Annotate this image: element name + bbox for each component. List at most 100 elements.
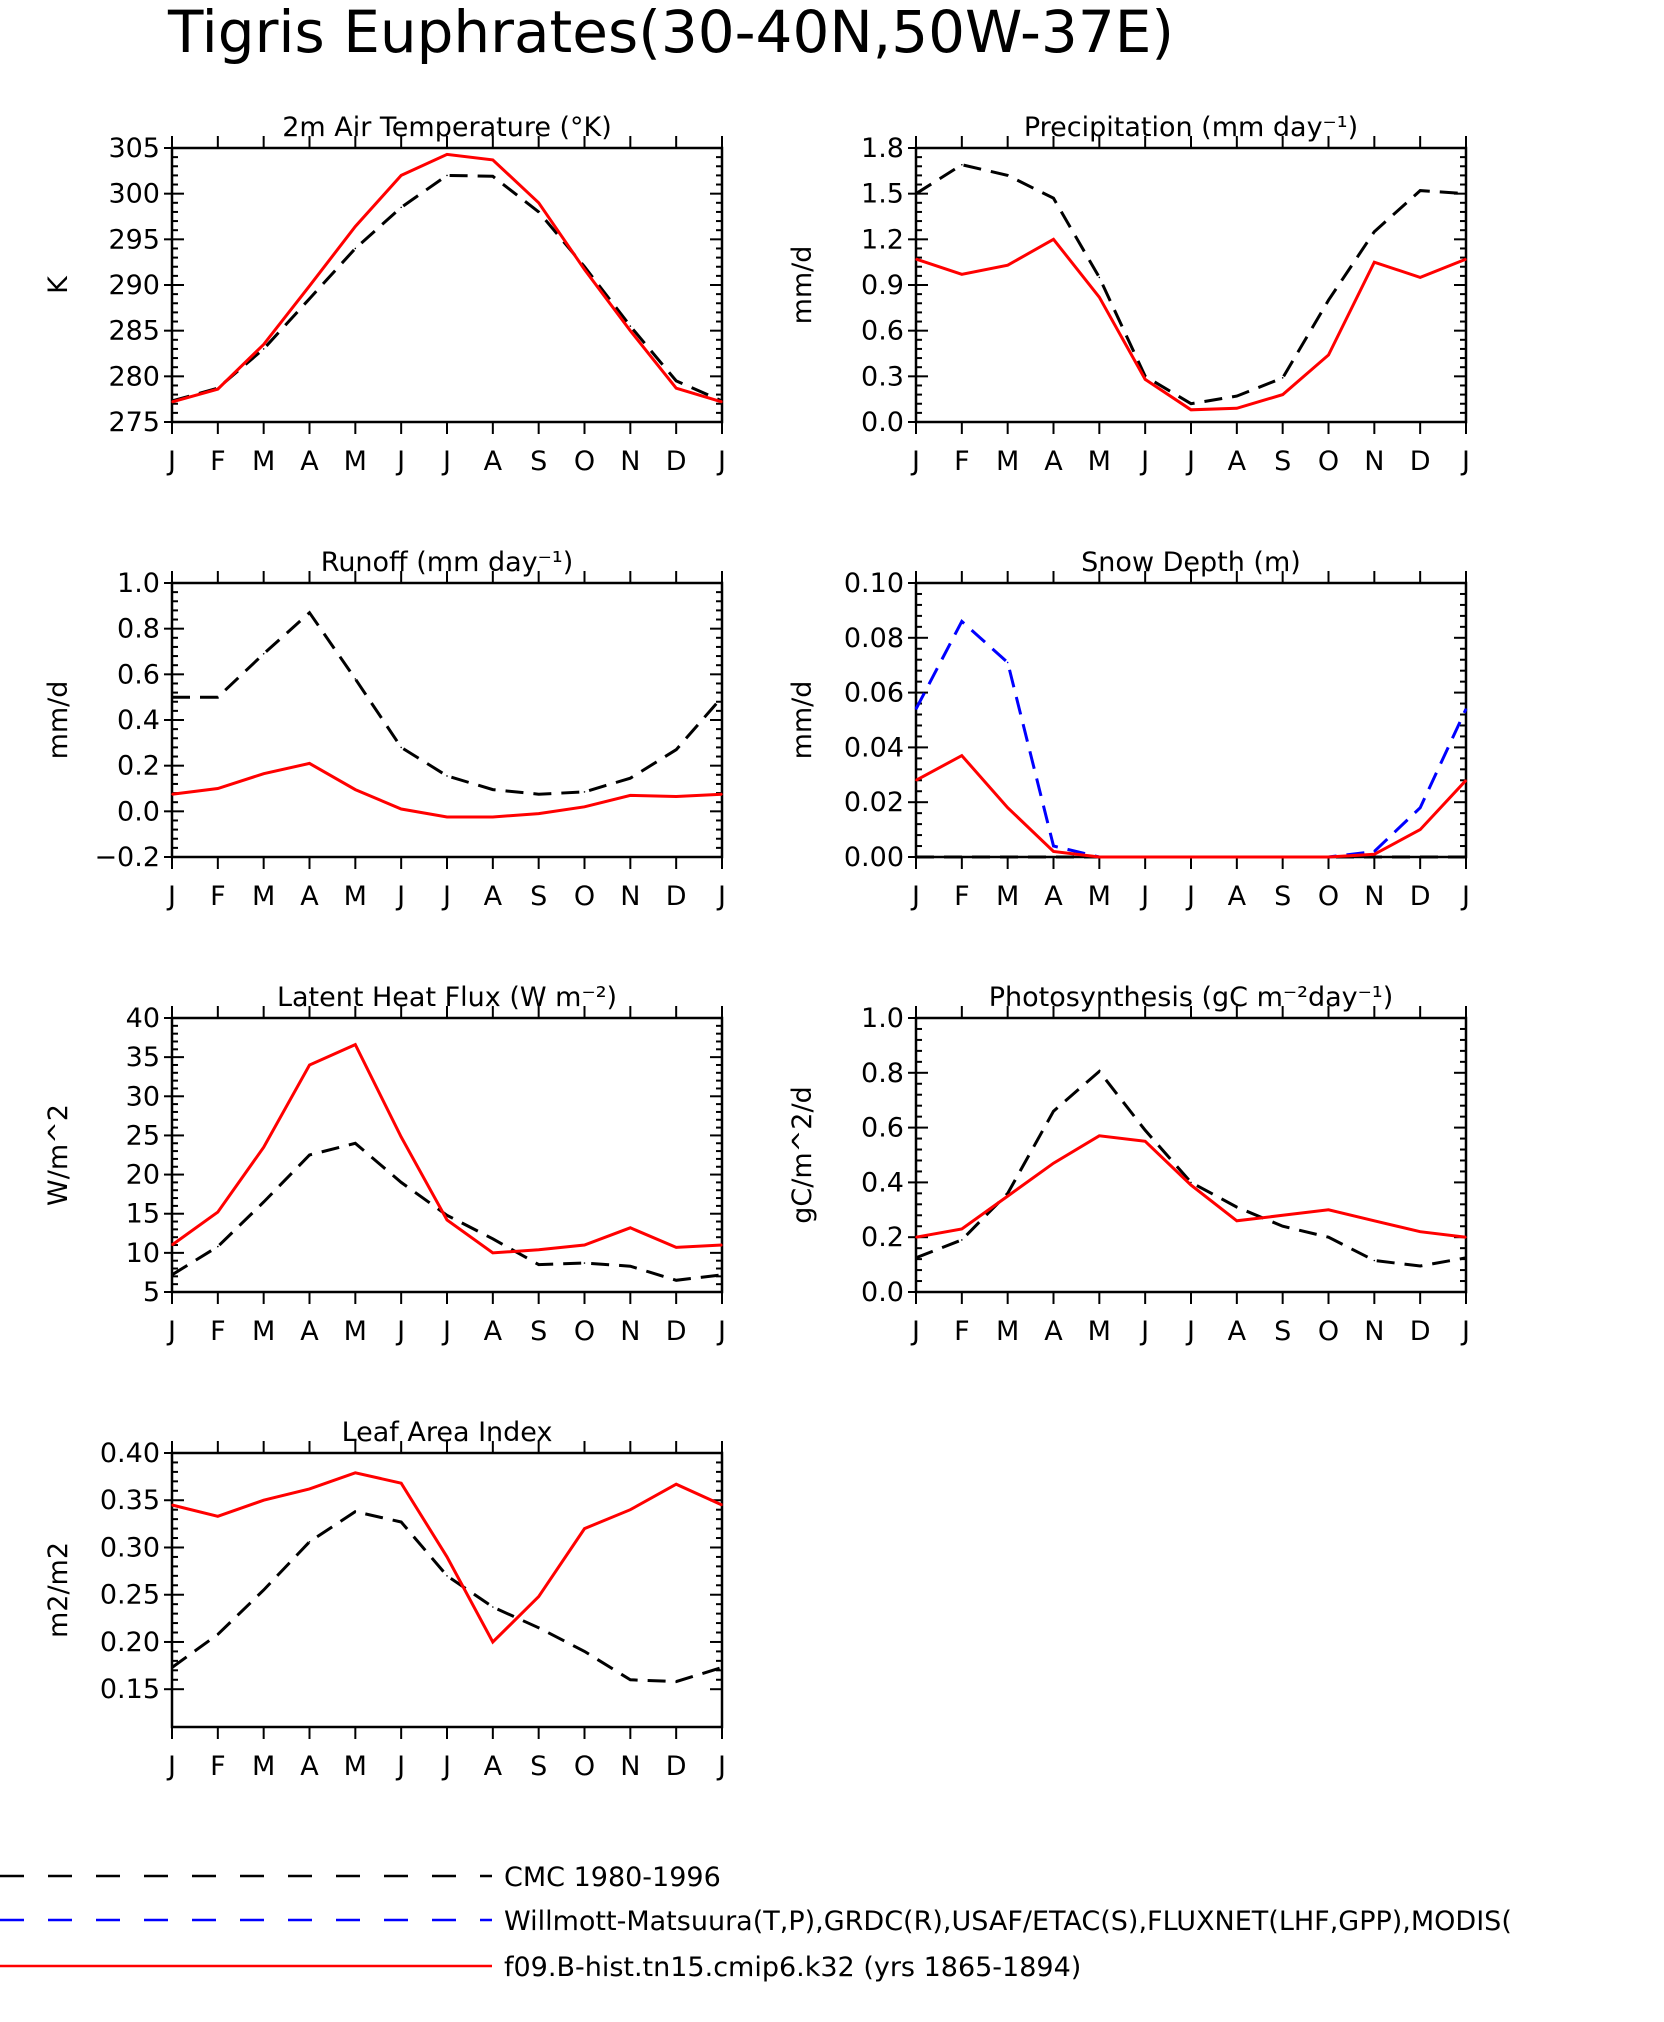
x-tick-label: J — [1185, 1316, 1195, 1347]
data-point-model — [537, 812, 540, 815]
data-point-cmc — [1098, 276, 1101, 279]
data-point-cmc — [171, 1273, 173, 1276]
y-tick-label: 1.0 — [117, 568, 160, 599]
x-tick-label: O — [1318, 446, 1339, 477]
x-tick-label: S — [1274, 446, 1291, 477]
y-tick-label: 0.15 — [100, 1674, 160, 1705]
x-tick-label: N — [1364, 1316, 1384, 1347]
y-tick-label: 1.2 — [861, 224, 904, 255]
data-point-model — [308, 1064, 311, 1066]
y-tick-label: 0.0 — [861, 407, 904, 438]
data-point-model — [217, 1515, 219, 1518]
y-tick-label: 0.10 — [844, 568, 904, 599]
y-axis-label: mm/d — [787, 681, 818, 760]
x-tick-label: J — [395, 446, 405, 477]
x-tick-label: A — [300, 1751, 319, 1782]
data-point-cmc — [1327, 1236, 1330, 1238]
data-point-cmc — [308, 1154, 311, 1156]
x-tick-label: J — [1185, 446, 1195, 477]
x-tick-label: A — [484, 1751, 503, 1782]
series-line-cmc — [171, 1141, 723, 1282]
data-point-model — [629, 1508, 632, 1511]
data-point-cmc — [1419, 1265, 1421, 1267]
x-tick-label: J — [1139, 446, 1149, 477]
data-point-model — [217, 388, 219, 390]
x-tick-label: A — [300, 1316, 319, 1347]
data-point-cmc — [961, 856, 963, 858]
panel-5: Latent Heat Flux (W m⁻²)W/m^251015202530… — [43, 982, 726, 1347]
data-point-model — [1098, 856, 1101, 858]
data-point-cmc — [1098, 1070, 1101, 1073]
data-point-model — [537, 202, 540, 204]
data-point-cmc — [308, 1541, 311, 1543]
panel-3: Runoff (mm day⁻¹)mm/d−0.20.00.20.40.60.8… — [43, 547, 726, 912]
data-point-model — [1373, 853, 1376, 856]
data-point-model — [492, 1641, 494, 1643]
data-point-cmc — [1006, 856, 1009, 858]
x-tick-label: O — [574, 446, 595, 477]
data-point-model — [262, 1146, 265, 1148]
data-point-cmc — [1190, 402, 1192, 405]
panel-4: Snow Depth (m)mm/d0.000.020.040.060.080.… — [787, 547, 1470, 912]
x-tick-label: S — [1274, 1316, 1291, 1347]
plot-frame — [914, 146, 1468, 424]
data-point-cmc — [1144, 1129, 1146, 1132]
data-point-model — [675, 1246, 677, 1249]
y-tick-label: 40 — [126, 1003, 160, 1034]
data-point-cmc — [446, 1575, 448, 1577]
y-tick-label: 0.06 — [844, 678, 904, 709]
data-point-model — [1144, 378, 1146, 381]
y-tick-label: 0.8 — [861, 1058, 904, 1089]
legend-label-cmc: CMC 1980-1996 — [504, 1862, 721, 1893]
data-point-model — [629, 1227, 632, 1229]
data-point-model — [1281, 856, 1284, 858]
x-tick-label: F — [210, 881, 226, 912]
data-point-cmc — [217, 696, 219, 698]
data-point-cmc — [262, 1589, 265, 1591]
y-tick-label: 0.35 — [100, 1485, 160, 1516]
x-tick-label: M — [252, 446, 275, 477]
y-tick-label: 1.0 — [861, 1003, 904, 1034]
data-point-model — [961, 754, 963, 757]
y-tick-label: 305 — [108, 133, 160, 164]
chart-panels: 2m Air Temperature (°K)K2752802852902953… — [43, 112, 1470, 1782]
data-point-cmc — [629, 1678, 632, 1681]
data-point-model — [1190, 1184, 1192, 1186]
data-point-model — [1327, 856, 1330, 858]
data-point-model — [446, 1219, 448, 1221]
data-point-model — [1236, 407, 1238, 410]
y-tick-label: 0.0 — [117, 796, 160, 827]
y-tick-label: 30 — [126, 1081, 160, 1112]
panel-2: Precipitation (mm day⁻¹)mm/d0.00.30.60.9… — [787, 112, 1470, 477]
data-point-model — [915, 258, 917, 260]
data-point-cmc — [492, 1606, 494, 1608]
data-point-cmc — [915, 1256, 917, 1259]
y-tick-label: 0.6 — [861, 1113, 904, 1144]
legend: CMC 1980-1996 Willmott-Matsuura(T,P),GRDC… — [0, 1862, 1512, 1983]
x-tick-label: M — [252, 881, 275, 912]
x-tick-label: J — [166, 881, 176, 912]
x-tick-label: A — [484, 881, 503, 912]
data-point-model — [721, 1244, 723, 1246]
x-tick-label: J — [441, 446, 451, 477]
data-point-model — [1052, 850, 1055, 853]
plot-frame — [170, 146, 724, 424]
data-point-cmc — [1006, 1192, 1009, 1195]
x-tick-label: A — [1044, 1316, 1063, 1347]
data-point-cmc — [171, 1666, 173, 1669]
y-tick-label: 0.6 — [861, 316, 904, 347]
data-point-model — [171, 1244, 173, 1246]
x-tick-label: S — [530, 881, 547, 912]
x-tick-label: J — [441, 881, 451, 912]
data-point-cmc — [1373, 1259, 1376, 1262]
x-tick-label: J — [166, 446, 176, 477]
y-tick-label: 15 — [126, 1199, 160, 1230]
data-point-cmc — [400, 1521, 402, 1523]
x-tick-label: A — [1044, 446, 1063, 477]
plot-frame — [170, 1451, 724, 1729]
data-point-model — [308, 762, 311, 765]
data-point-model — [1144, 856, 1146, 858]
x-tick-label: J — [716, 446, 726, 477]
y-tick-label: 285 — [108, 316, 160, 347]
x-tick-label: F — [954, 1316, 970, 1347]
